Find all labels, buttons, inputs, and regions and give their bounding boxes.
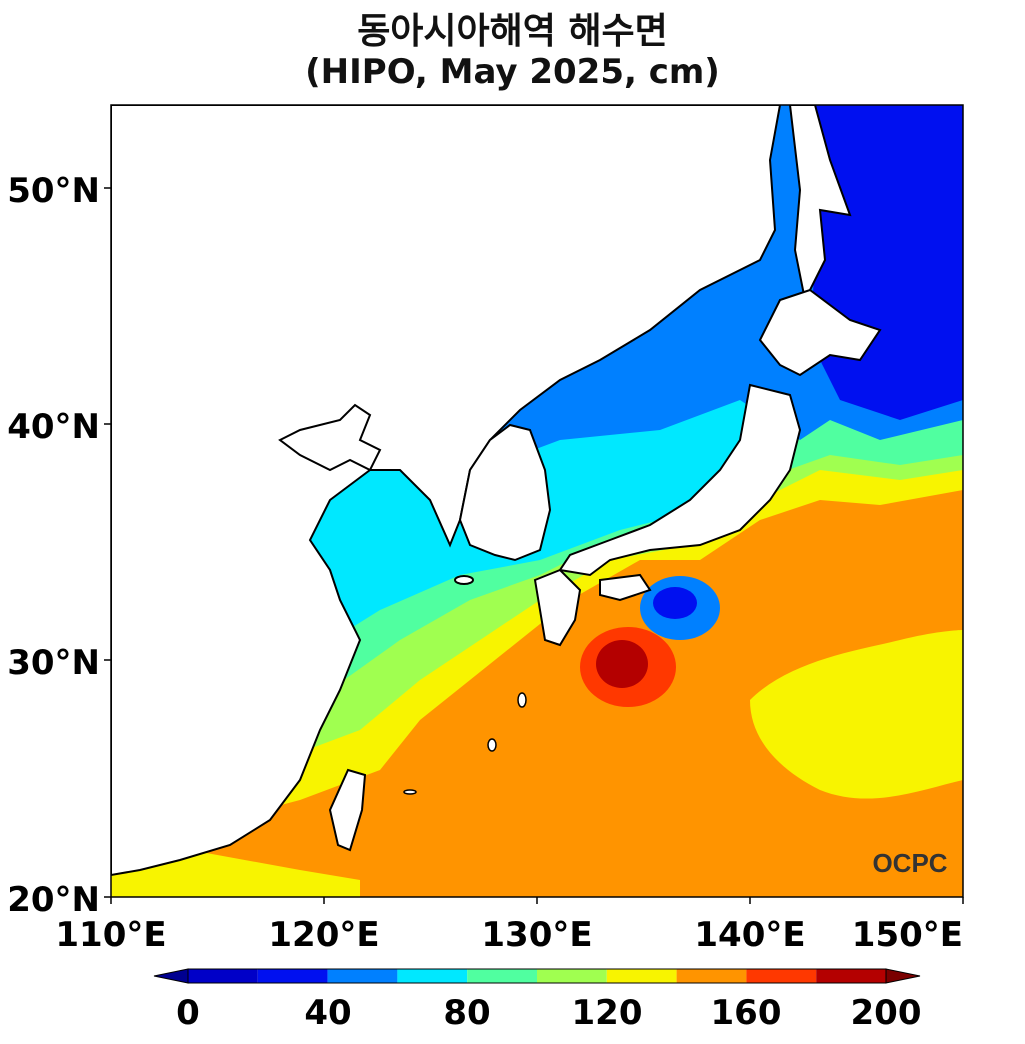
island-ryukyu-1 <box>517 692 527 708</box>
colorbar-swatch <box>327 969 398 983</box>
lon-tick-label: 110°E <box>55 915 166 955</box>
colorbar-swatch <box>257 969 328 983</box>
land-sakhalin <box>788 105 852 304</box>
cold-eddy-20 <box>653 587 697 619</box>
warm-eddy-200 <box>596 640 648 688</box>
band-120-se <box>750 630 963 799</box>
map-subtitle: (HIPO, May 2025, cm) <box>305 52 720 92</box>
land-honshu <box>558 383 802 577</box>
colorbar-under-arrow <box>153 968 189 984</box>
colorbar-tick-label: 40 <box>304 993 351 1033</box>
colorbar <box>153 968 921 984</box>
island-jeju <box>454 575 474 585</box>
lat-tick-label: 30°N <box>7 643 100 683</box>
colorbar-swatch <box>676 969 747 983</box>
colorbar-swatch <box>467 969 537 983</box>
colorbar-swatch <box>397 969 468 983</box>
land-shikoku <box>599 573 652 602</box>
lat-tick-label: 40°N <box>7 407 100 447</box>
colorbar-frame <box>187 968 887 984</box>
colorbar-swatch <box>188 969 258 983</box>
land-korea <box>458 423 552 562</box>
land-mainland <box>111 105 782 877</box>
colorbar-swatch <box>606 969 677 983</box>
colorbar-tick-label: 80 <box>443 993 490 1033</box>
lat-tick-label: 50°N <box>7 171 100 211</box>
lon-tick-label: 130°E <box>481 915 592 955</box>
colorbar-ticks: 0 40 80 120 160 200 <box>176 993 921 1033</box>
colorbar-swatch <box>537 969 607 983</box>
lat-axis: 50°N 40°N 30°N 20°N <box>7 171 111 920</box>
lat-tick-label: 20°N <box>7 880 100 920</box>
colorbar-swatch <box>746 969 817 983</box>
island-ryukyu-2 <box>487 738 497 752</box>
colorbar-tick-label: 120 <box>572 993 643 1033</box>
lon-tick-label: 140°E <box>694 915 805 955</box>
lon-tick-label: 150°E <box>852 915 963 955</box>
map-title: 동아시아해역 해수면 <box>357 11 668 52</box>
land-taiwan <box>328 768 367 852</box>
lon-tick-label: 120°E <box>268 915 379 955</box>
lon-axis: 110°E 120°E 130°E 140°E 150°E <box>55 897 964 955</box>
colorbar-tick-label: 0 <box>176 993 200 1033</box>
colorbar-swatch <box>816 969 886 983</box>
land-kyushu <box>533 568 582 647</box>
colorbar-tick-label: 200 <box>851 993 922 1033</box>
ocpc-logo: OCPC <box>872 848 947 878</box>
land-hokkaido <box>758 288 882 377</box>
colorbar-tick-label: 160 <box>711 993 782 1033</box>
colorbar-over-arrow <box>885 968 921 984</box>
sea-level-field <box>111 105 963 897</box>
island-ryukyu-3 <box>403 789 417 795</box>
